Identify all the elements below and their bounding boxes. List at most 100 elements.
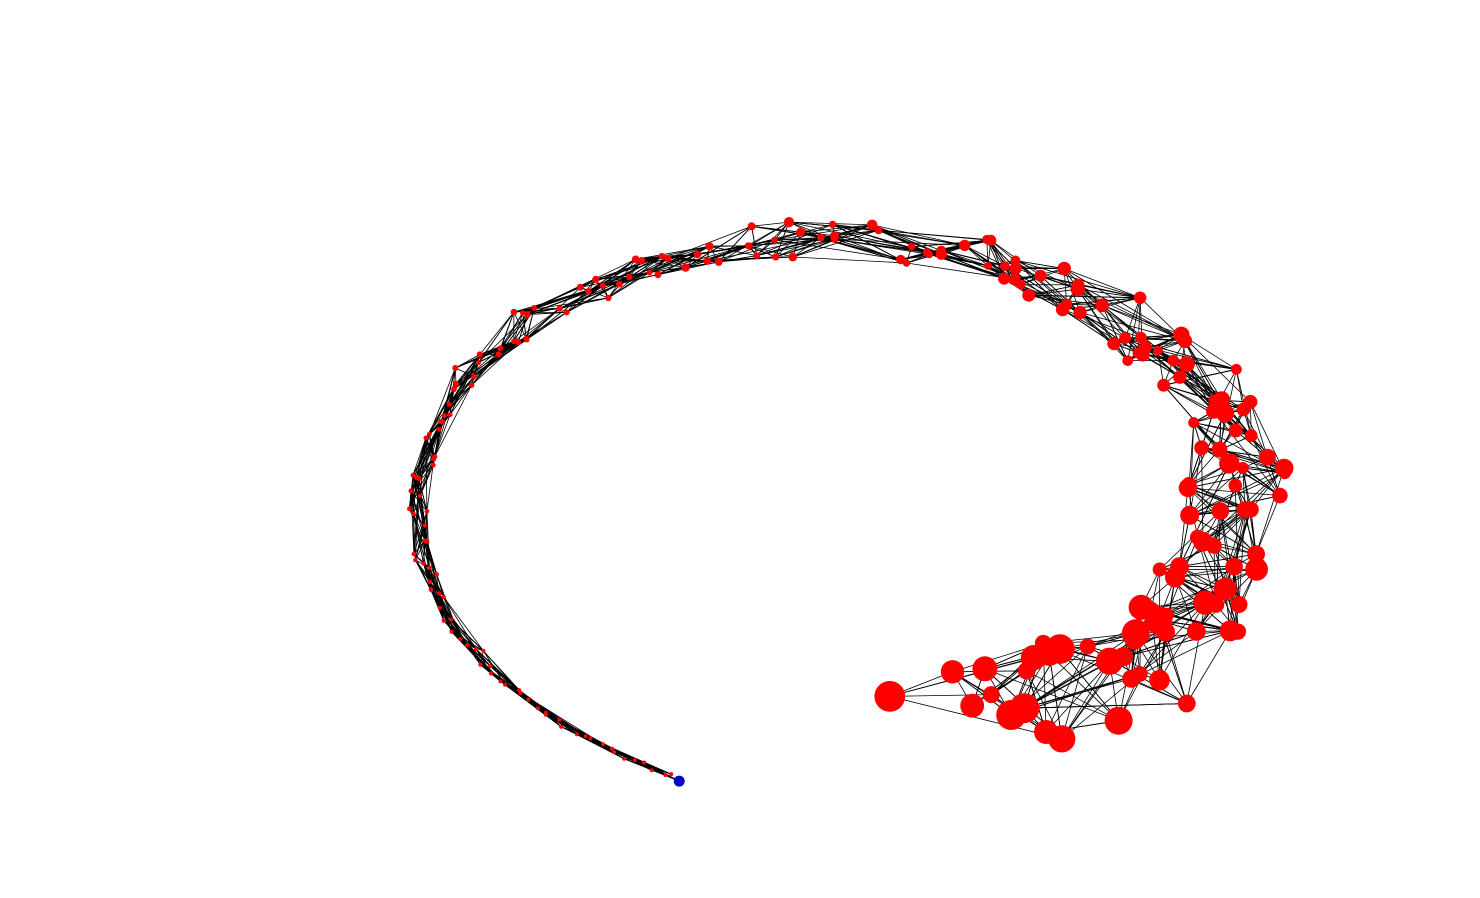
- graph-node: [940, 660, 965, 684]
- graph-node: [1272, 487, 1288, 504]
- graph-node: [772, 253, 780, 261]
- graph-edge: [1189, 514, 1257, 555]
- graph-node: [1213, 577, 1237, 601]
- graph-node: [1055, 302, 1070, 317]
- graph-node: [1178, 356, 1195, 373]
- graph-node: [936, 245, 947, 256]
- graph-edge: [526, 308, 560, 339]
- graph-edge: [412, 458, 435, 476]
- graph-node: [874, 226, 883, 235]
- graph-edge: [429, 367, 456, 435]
- graph-edge: [1061, 646, 1089, 740]
- graph-node: [705, 242, 714, 251]
- graph-node: [1247, 545, 1265, 563]
- graph-edge: [534, 307, 560, 309]
- graph-edge: [423, 563, 441, 608]
- graph-edge: [1166, 568, 1257, 616]
- graph-node: [669, 772, 674, 777]
- graph-edge: [788, 221, 822, 238]
- graph-node: [430, 462, 436, 468]
- graph-edge: [1131, 630, 1231, 680]
- graph-node: [1244, 429, 1258, 443]
- graph-edge: [1186, 602, 1206, 704]
- graph-node: [436, 426, 442, 432]
- graph-edge: [792, 237, 822, 258]
- graph-node: [1057, 261, 1071, 276]
- graph-edge: [774, 239, 901, 260]
- graph-node: [576, 283, 584, 291]
- graph-edge: [475, 648, 492, 674]
- graph-node: [1230, 596, 1248, 613]
- graph-node: [410, 472, 416, 478]
- graph-node: [1157, 378, 1171, 392]
- graph-node: [1216, 404, 1235, 423]
- graph-node: [681, 263, 690, 272]
- graph-node: [478, 662, 483, 667]
- graph-edge: [1015, 260, 1078, 290]
- graph-edge: [1229, 566, 1235, 631]
- graph-node: [524, 311, 531, 318]
- graph-edge: [415, 477, 421, 496]
- graph-node: [437, 605, 442, 610]
- graph-node: [1107, 337, 1121, 351]
- graph-node: [1205, 537, 1222, 554]
- graph-edge: [425, 437, 434, 466]
- graph-edge: [520, 692, 591, 739]
- graph-node: [526, 697, 531, 702]
- graph-edge: [1220, 449, 1285, 469]
- graph-node: [1009, 262, 1022, 275]
- graph-node: [432, 454, 438, 460]
- graph-node: [523, 335, 530, 342]
- graph-node: [447, 412, 453, 418]
- graph-node: [1156, 622, 1176, 642]
- graph-node: [649, 768, 654, 773]
- graph-edge: [834, 238, 930, 255]
- graph-node: [543, 710, 548, 715]
- graph-node: [421, 561, 426, 566]
- graph-edge: [1077, 288, 1126, 339]
- graph-edge: [1079, 312, 1126, 339]
- graph-edge: [1159, 510, 1221, 570]
- graph-node: [796, 227, 806, 237]
- graph-edge: [473, 341, 515, 377]
- graph-node: [646, 269, 653, 276]
- graph-edge: [429, 581, 440, 594]
- graph-edge: [429, 567, 440, 594]
- graph-node: [907, 243, 916, 251]
- graph-edge: [1078, 284, 1141, 299]
- graph-node: [1152, 562, 1167, 577]
- graph-edge: [436, 574, 461, 640]
- graph-node: [605, 294, 612, 302]
- graph-edge: [1186, 364, 1215, 412]
- graph-edge: [889, 696, 1062, 740]
- graph-node: [408, 488, 414, 494]
- graph-node: [610, 746, 614, 751]
- graph-node: [1194, 440, 1209, 456]
- graph-node: [441, 594, 446, 600]
- graph-edge: [409, 508, 426, 526]
- graph-node: [1213, 391, 1230, 408]
- graph-edge: [429, 388, 455, 435]
- graph-edge: [595, 245, 710, 280]
- graph-edge: [443, 596, 477, 650]
- graph-node: [1173, 326, 1190, 343]
- graph-node: [531, 305, 538, 311]
- graph-edge: [1015, 260, 1065, 269]
- graph-node: [1119, 332, 1131, 344]
- graph-edge: [415, 559, 431, 583]
- graph-edge: [878, 229, 991, 241]
- graph-edge: [500, 312, 524, 349]
- graph-edge: [449, 354, 481, 415]
- graph-edge: [1179, 487, 1189, 567]
- graph-edge: [718, 226, 752, 263]
- graph-node: [626, 273, 633, 281]
- graph-edge: [448, 362, 479, 405]
- graph-node: [475, 359, 482, 366]
- graph-edge: [1101, 305, 1143, 355]
- highlighted-node: [673, 775, 685, 787]
- node-layer: [407, 217, 1294, 787]
- graph-edge: [410, 429, 440, 492]
- graph-edge: [429, 434, 436, 457]
- graph-edge: [480, 650, 484, 665]
